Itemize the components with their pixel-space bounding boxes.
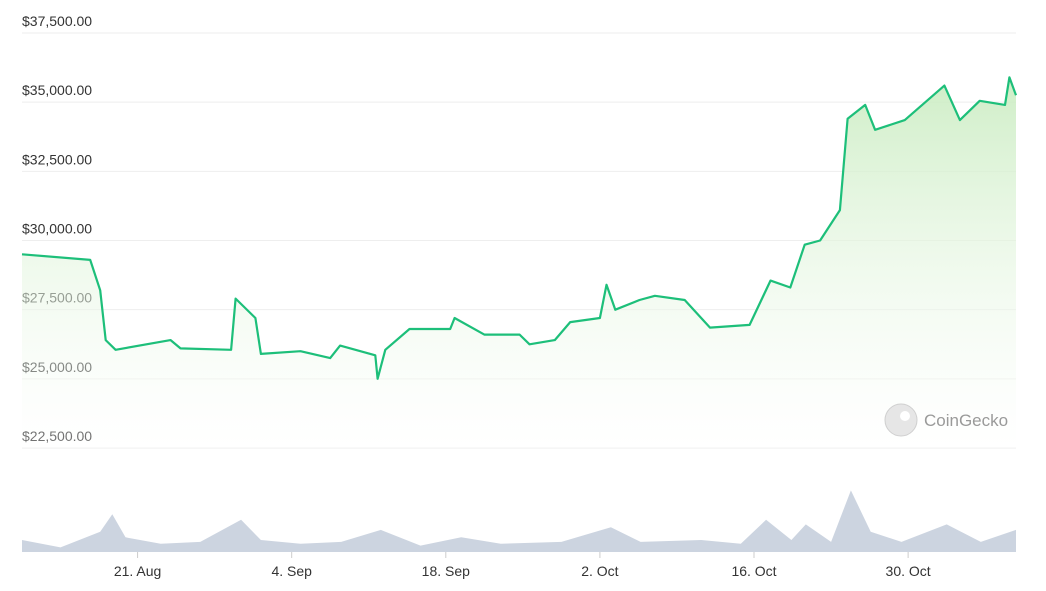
x-tick-label: 16. Oct	[731, 563, 776, 579]
y-tick-label: $35,000.00	[22, 82, 92, 98]
volume-area	[22, 490, 1016, 552]
x-tick-label: 2. Oct	[581, 563, 618, 579]
x-tick-label: 18. Sep	[422, 563, 470, 579]
y-tick-label: $32,500.00	[22, 151, 92, 167]
watermark: CoinGecko	[924, 411, 1008, 430]
y-tick-label: $30,000.00	[22, 221, 92, 237]
x-tick-label: 4. Sep	[271, 563, 312, 579]
watermark-logo	[884, 403, 918, 437]
price-area	[22, 77, 1016, 449]
y-tick-label: $37,500.00	[22, 13, 92, 29]
x-tick-label: 30. Oct	[886, 563, 931, 579]
price-line	[21, 76, 1018, 380]
x-tick-label: 21. Aug	[114, 563, 162, 579]
